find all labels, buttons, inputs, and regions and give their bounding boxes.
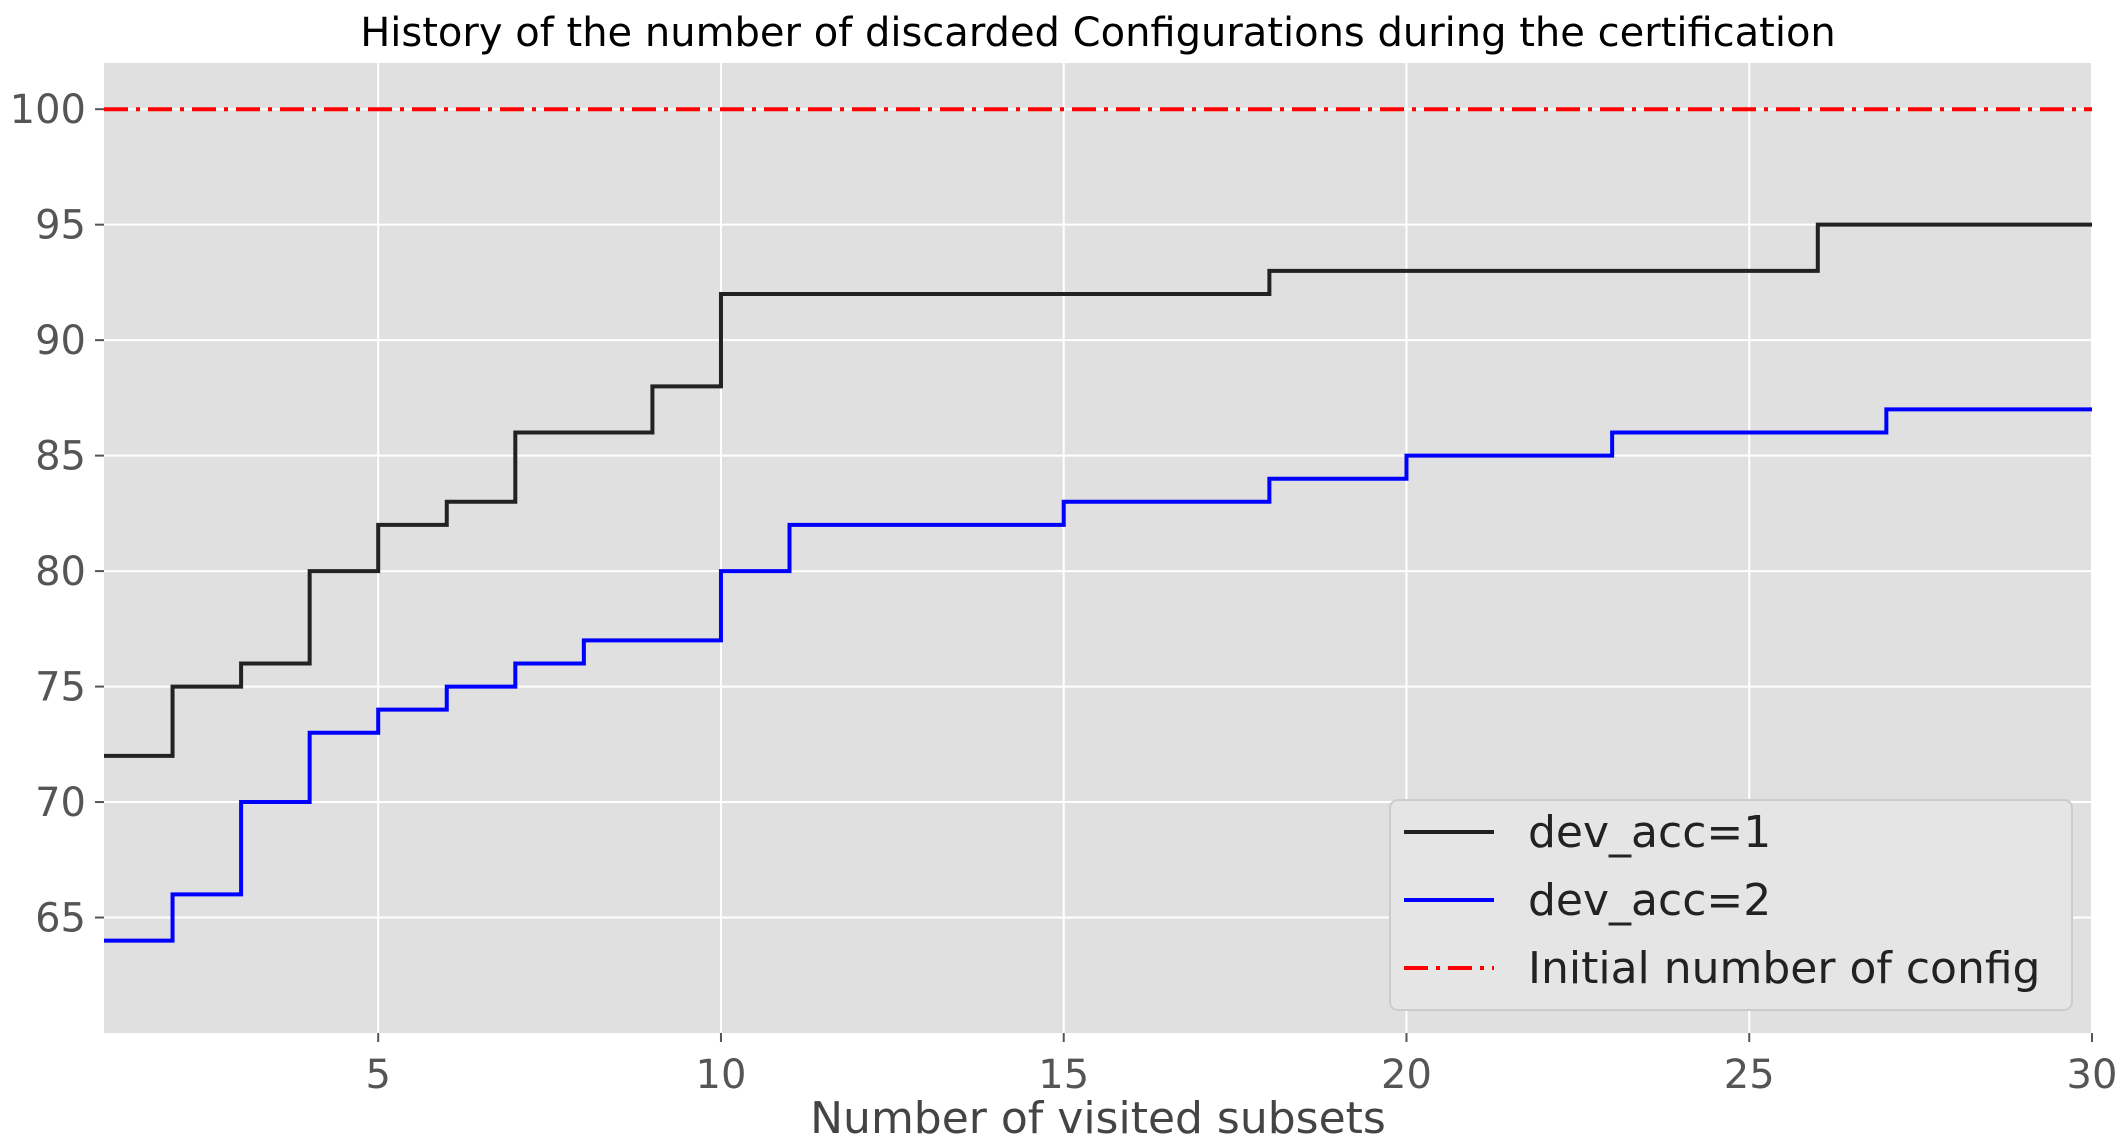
y-tick-label: 65 — [35, 896, 86, 942]
y-tick-label: 75 — [35, 665, 86, 711]
series-line-1 — [104, 222, 2092, 758]
y-tick-label: 95 — [35, 203, 86, 249]
legend: dev_acc=1 dev_acc=2 Initial number of conf… — [1389, 799, 2073, 1011]
y-tick-label: 90 — [35, 318, 86, 364]
chart-title: History of the number of discarded Confi… — [360, 10, 1836, 56]
x-tick-label: 15 — [1038, 1052, 1089, 1098]
x-tick-label: 20 — [1381, 1052, 1432, 1098]
x-tick-label: 25 — [1724, 1052, 1775, 1098]
y-tick-label: 80 — [35, 549, 86, 595]
legend-label-3: Initial number of config — [1528, 943, 2041, 994]
y-axis-ticks: 65 70 75 80 85 90 95 100 — [10, 87, 104, 942]
series-layer — [104, 107, 2092, 943]
x-axis-ticks: 5 10 15 20 25 30 — [365, 1033, 2117, 1098]
legend-label-1: dev_acc=1 — [1528, 807, 1771, 858]
x-tick-label: 5 — [365, 1052, 390, 1098]
legend-box — [1389, 799, 2073, 1011]
legend-label-2: dev_acc=2 — [1528, 875, 1771, 926]
x-tick-label: 30 — [2067, 1052, 2118, 1098]
series-line-2 — [104, 407, 2092, 943]
x-tick-label: 10 — [696, 1052, 747, 1098]
y-tick-label: 100 — [10, 87, 86, 133]
x-axis-label: Number of visited subsets — [810, 1093, 1386, 1144]
y-tick-label: 70 — [35, 780, 86, 826]
y-tick-label: 85 — [35, 434, 86, 480]
